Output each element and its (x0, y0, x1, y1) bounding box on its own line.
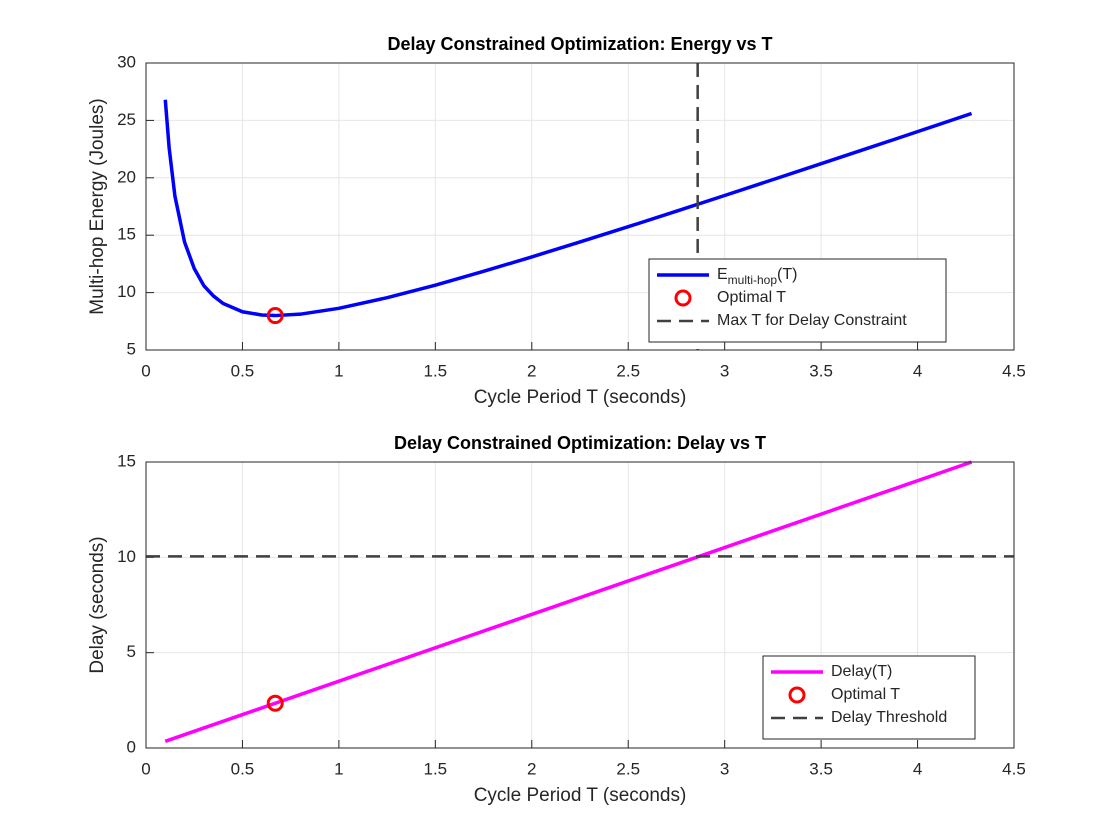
x-tick-label: 2.5 (616, 759, 640, 778)
x-tick-label: 2 (527, 759, 536, 778)
legend-symbol (674, 289, 692, 307)
x-tick-label: 0 (141, 361, 150, 380)
y-tick-label: 5 (127, 642, 136, 661)
legend-label: Delay(T) (831, 663, 892, 680)
legend-box (762, 655, 976, 740)
legend-label: Delay Threshold (831, 709, 947, 726)
legend-subscript: multi-hop (728, 273, 778, 287)
optimal-marker (266, 307, 284, 325)
legend-text: E (717, 266, 728, 283)
chart-title: Delay Constrained Optimization: Energy v… (387, 34, 772, 54)
y-tick-label: 10 (117, 547, 136, 566)
x-tick-label: 2.5 (616, 361, 640, 380)
axes-box (145, 62, 1015, 351)
legend-suffix: (T) (777, 266, 797, 283)
x-tick-label: 0 (141, 759, 150, 778)
x-tick-label: 4.5 (1002, 759, 1026, 778)
legend-label: Emulti-hop(T) (717, 266, 797, 287)
y-tick-label: 5 (127, 339, 136, 358)
data-line (163, 99, 973, 318)
x-tick-label: 0.5 (231, 361, 255, 380)
y-tick-label: 15 (117, 451, 136, 470)
legend-box (648, 258, 947, 343)
x-tick-label: 3 (720, 759, 729, 778)
x-tick-label: 1.5 (424, 361, 448, 380)
legend-text: Delay Threshold (831, 709, 947, 726)
x-tick-label: 4.5 (1002, 361, 1026, 380)
legend-label: Max T for Delay Constraint (717, 312, 907, 329)
x-axis-label: Cycle Period T (seconds) (474, 785, 687, 806)
x-tick-label: 0.5 (231, 759, 255, 778)
y-tick-label: 20 (117, 167, 136, 186)
legend: Delay(T) Optimal T Delay Threshold (762, 655, 976, 740)
legend-text: Delay(T) (831, 663, 892, 680)
legend-label: Optimal T (831, 686, 900, 703)
legend-text: Optimal T (831, 686, 900, 703)
y-axis-label: Delay (seconds) (87, 536, 108, 673)
chart-title: Delay Constrained Optimization: Delay vs… (394, 433, 766, 453)
x-tick-label: 4 (913, 361, 922, 380)
x-tick-label: 1.5 (424, 759, 448, 778)
x-tick-label: 1 (334, 759, 343, 778)
legend-text: Optimal T (717, 289, 786, 306)
x-tick-label: 3 (720, 361, 729, 380)
x-tick-label: 3.5 (809, 759, 833, 778)
y-tick-label: 15 (117, 225, 136, 244)
x-tick-label: 2 (527, 361, 536, 380)
x-axis-label: Cycle Period T (seconds) (474, 387, 687, 408)
legend-text: Max T for Delay Constraint (717, 312, 907, 329)
y-tick-label: 0 (127, 737, 136, 756)
x-tick-label: 1 (334, 361, 343, 380)
y-axis-label: Multi-hop Energy (Joules) (87, 98, 108, 314)
legend-symbol (788, 686, 806, 704)
x-tick-label: 4 (913, 759, 922, 778)
axes-box (145, 461, 1015, 749)
y-tick-label: 30 (117, 52, 136, 71)
data-line (164, 460, 973, 743)
x-tick-label: 3.5 (809, 361, 833, 380)
y-tick-label: 25 (117, 110, 136, 129)
optimal-marker (266, 694, 284, 712)
legend: Emulti-hop(T) Optimal T Max T for Delay Co… (648, 258, 947, 343)
legend-label: Optimal T (717, 289, 786, 306)
y-tick-label: 10 (117, 282, 136, 301)
